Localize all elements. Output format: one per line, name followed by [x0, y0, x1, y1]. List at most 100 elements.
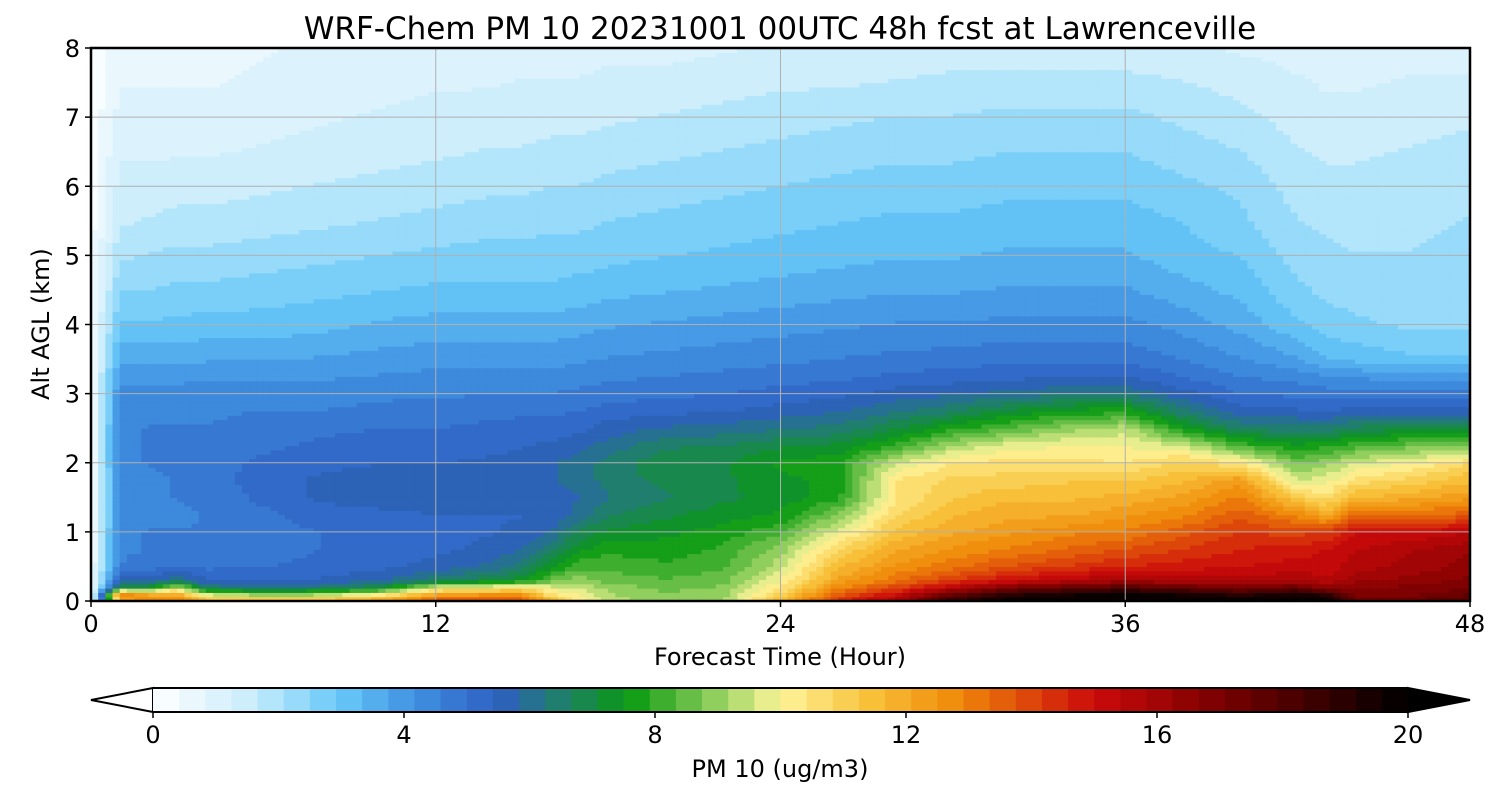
heatmap-cell	[256, 415, 264, 421]
heatmap-cell	[155, 341, 164, 347]
heatmap-cell	[363, 147, 372, 153]
heatmap-cell	[256, 311, 264, 317]
heatmap-cell	[170, 462, 178, 468]
heatmap-cell	[320, 190, 329, 196]
heatmap-cell	[177, 397, 185, 403]
heatmap-cell	[227, 298, 236, 304]
heatmap-cell	[162, 311, 171, 317]
heatmap-cell	[220, 553, 229, 559]
heatmap-cell	[284, 246, 293, 252]
heatmap-cell	[91, 462, 99, 468]
heatmap-cell	[126, 579, 135, 585]
heatmap-cell	[342, 363, 351, 369]
heatmap-cell	[148, 562, 157, 568]
heatmap-cell	[241, 458, 250, 464]
heatmap-cell	[277, 536, 286, 542]
heatmap-cell	[263, 428, 272, 434]
heatmap-cell	[342, 272, 351, 278]
heatmap-cell	[306, 410, 315, 416]
heatmap-cell	[184, 259, 193, 265]
heatmap-cell	[234, 108, 243, 114]
heatmap-cell	[170, 583, 178, 589]
heatmap-cell	[220, 540, 229, 546]
heatmap-cell	[98, 225, 106, 231]
heatmap-cell	[306, 220, 315, 226]
heatmap-cell	[177, 579, 185, 585]
heatmap-cell	[213, 557, 221, 563]
heatmap-cell	[342, 311, 351, 317]
heatmap-cell	[371, 592, 379, 598]
heatmap-cell	[148, 359, 157, 364]
heatmap-cell	[126, 514, 135, 520]
heatmap-cell	[105, 445, 114, 451]
heatmap-cell	[155, 575, 164, 580]
heatmap-cell	[198, 397, 207, 403]
heatmap-cell	[191, 125, 200, 131]
heatmap-cell	[91, 415, 99, 421]
heatmap-cell	[126, 527, 135, 533]
heatmap-cell	[306, 588, 315, 593]
heatmap-cell	[91, 143, 99, 148]
heatmap-cell	[162, 156, 171, 161]
heatmap-cell	[198, 354, 207, 360]
heatmap-cell	[313, 570, 322, 576]
heatmap-cell	[91, 212, 99, 218]
heatmap-cell	[98, 307, 106, 313]
heatmap-cell	[126, 557, 135, 563]
heatmap-cell	[112, 570, 121, 576]
heatmap-cell	[105, 341, 114, 347]
heatmap-cell	[306, 186, 315, 192]
heatmap-cell	[119, 320, 128, 326]
heatmap-cell	[320, 52, 329, 58]
heatmap-cell	[263, 95, 272, 101]
heatmap-cell	[363, 397, 372, 403]
heatmap-cell	[356, 337, 365, 343]
heatmap-cell	[356, 432, 365, 438]
heatmap-cell	[134, 311, 142, 317]
heatmap-cell	[320, 393, 329, 399]
heatmap-cell	[205, 423, 214, 429]
heatmap-cell	[220, 393, 229, 399]
heatmap-cell	[220, 138, 229, 144]
heatmap-cell	[299, 436, 308, 442]
heatmap-cell	[184, 419, 193, 425]
heatmap-cell	[112, 112, 121, 118]
heatmap-cell	[328, 592, 336, 598]
heatmap-cell	[220, 436, 229, 442]
heatmap-cell	[292, 324, 300, 330]
heatmap-cell	[227, 523, 236, 529]
heatmap-cell	[112, 471, 121, 477]
heatmap-cell	[306, 328, 315, 334]
heatmap-cell	[270, 588, 279, 593]
heatmap-cell	[134, 536, 142, 542]
heatmap-cell	[162, 251, 171, 256]
heatmap-cell	[277, 125, 286, 131]
heatmap-cell	[213, 346, 221, 352]
heatmap-cell	[98, 52, 106, 58]
heatmap-cell	[349, 423, 358, 429]
heatmap-cell	[141, 406, 150, 412]
heatmap-cell	[241, 190, 250, 196]
heatmap-cell	[249, 91, 257, 97]
heatmap-cell	[363, 186, 372, 192]
heatmap-cell	[213, 207, 221, 213]
heatmap-cell	[191, 108, 200, 114]
heatmap-cell	[356, 264, 365, 269]
heatmap-cell	[292, 553, 300, 559]
heatmap-cell	[328, 523, 336, 529]
heatmap-cell	[220, 419, 229, 425]
heatmap-cell	[105, 294, 114, 300]
heatmap-cell	[112, 480, 121, 485]
heatmap-cell	[155, 393, 164, 399]
heatmap-cell	[141, 238, 150, 244]
heatmap-cell	[356, 207, 365, 213]
heatmap-cell	[91, 540, 99, 546]
heatmap-cell	[141, 69, 150, 75]
heatmap-cell	[227, 553, 236, 559]
heatmap-cell	[184, 216, 193, 222]
heatmap-cell	[263, 255, 272, 261]
heatmap-cell	[320, 333, 329, 339]
heatmap-cell	[191, 471, 200, 477]
heatmap-cell	[170, 410, 178, 416]
heatmap-cell	[198, 281, 207, 287]
